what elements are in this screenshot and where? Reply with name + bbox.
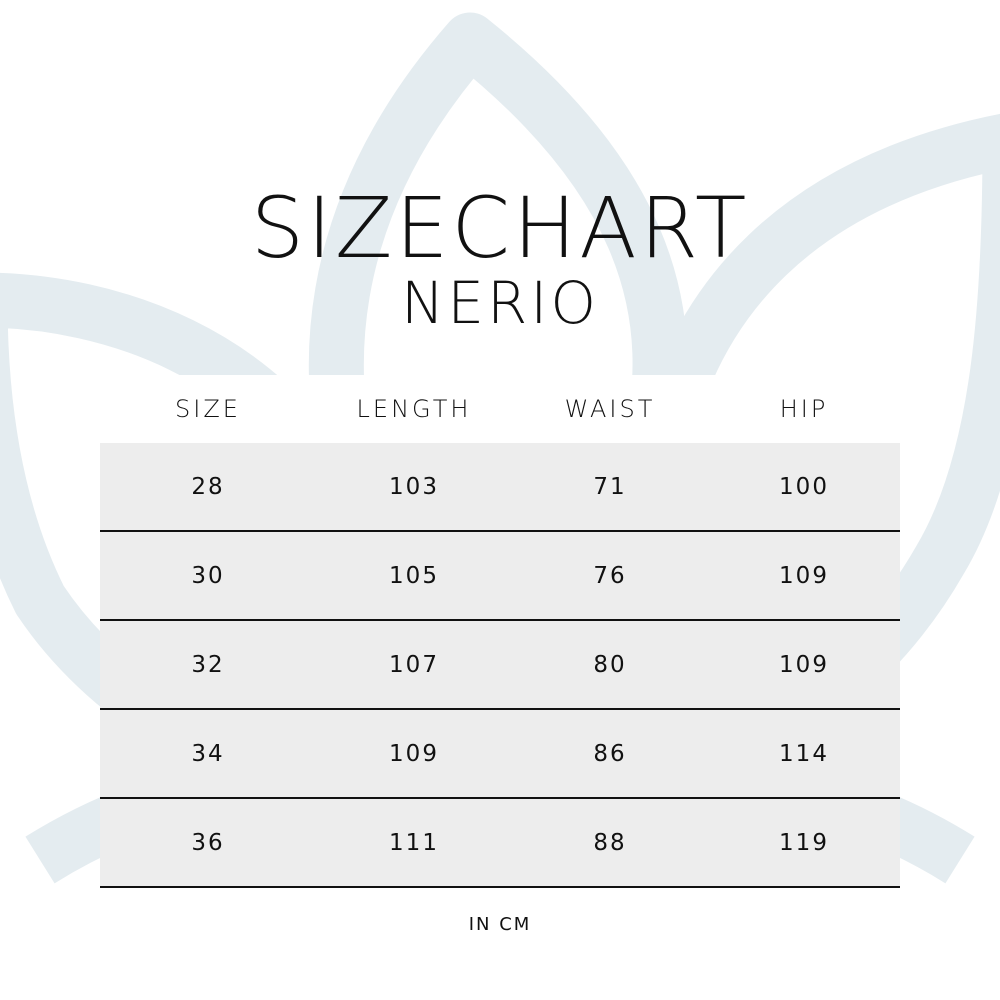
cell-size: 28 [191, 473, 225, 500]
cell-length: 111 [389, 829, 439, 856]
product-name: NERIO [400, 269, 600, 337]
cell-hip: 109 [779, 651, 829, 678]
header-size: SIZE [175, 395, 241, 423]
cell-hip: 114 [779, 740, 829, 767]
cell-size: 32 [191, 651, 225, 678]
table-row: 36 111 88 119 [100, 799, 900, 888]
table-row: 30 105 76 109 [100, 532, 900, 621]
size-table: SIZE LENGTH WAIST HIP 28 103 71 100 30 1… [100, 375, 900, 888]
cell-length: 103 [389, 473, 439, 500]
cell-size: 36 [191, 829, 225, 856]
cell-length: 105 [389, 562, 439, 589]
cell-waist: 76 [593, 562, 627, 589]
cell-length: 109 [389, 740, 439, 767]
cell-length: 107 [389, 651, 439, 678]
cell-hip: 109 [779, 562, 829, 589]
table-row: 32 107 80 109 [100, 621, 900, 710]
cell-waist: 86 [593, 740, 627, 767]
cell-waist: 88 [593, 829, 627, 856]
header-hip: HIP [779, 395, 829, 423]
page-title: SIZECHART [250, 179, 750, 277]
cell-hip: 119 [779, 829, 829, 856]
cell-waist: 80 [593, 651, 627, 678]
cell-waist: 71 [593, 473, 627, 500]
table-header: SIZE LENGTH WAIST HIP [100, 375, 900, 443]
cell-size: 34 [191, 740, 225, 767]
cell-size: 30 [191, 562, 225, 589]
table-row: 34 109 86 114 [100, 710, 900, 799]
unit-note: IN CM [468, 914, 532, 935]
header-waist: WAIST [564, 395, 656, 423]
header-length: LENGTH [356, 395, 472, 423]
table-row: 28 103 71 100 [100, 443, 900, 532]
cell-hip: 100 [779, 473, 829, 500]
